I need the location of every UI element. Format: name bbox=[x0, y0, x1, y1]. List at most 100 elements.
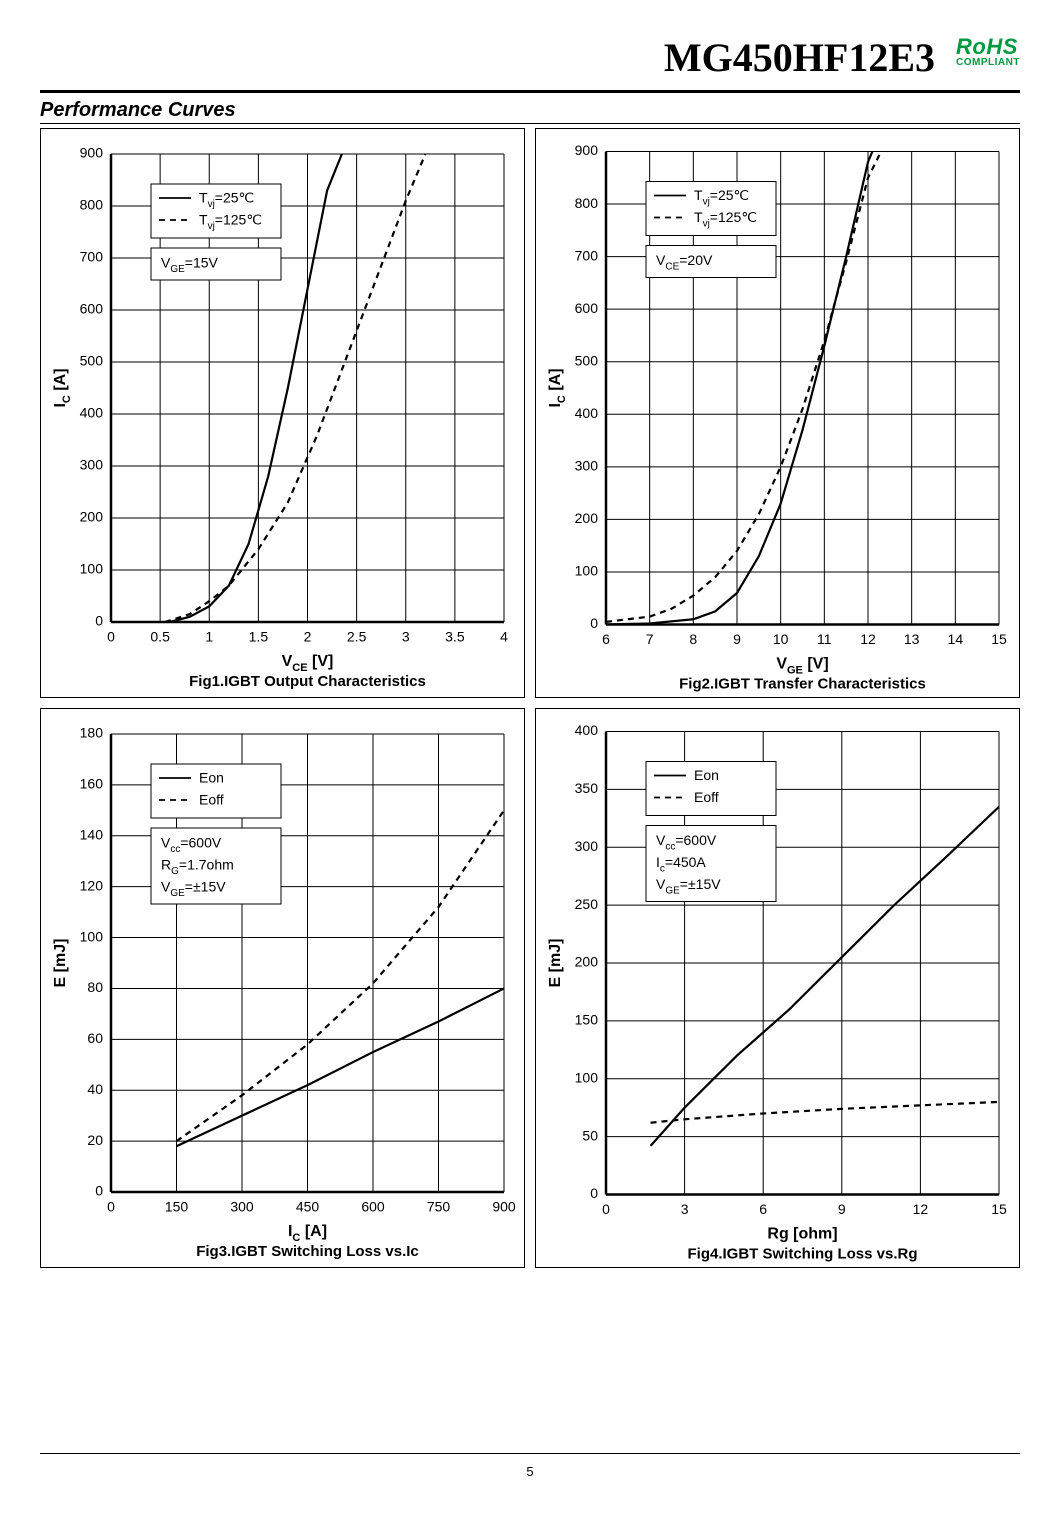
svg-text:Fig3.IGBT Switching Loss vs.Ic: Fig3.IGBT Switching Loss vs.Ic bbox=[196, 1243, 419, 1260]
svg-text:60: 60 bbox=[87, 1030, 103, 1046]
svg-text:4: 4 bbox=[500, 629, 508, 645]
rohs-compliant-text: COMPLIANT bbox=[956, 58, 1020, 68]
section-title: Performance Curves bbox=[40, 99, 1020, 124]
fig3-chart: 0 150 300 450 600 750 900 0 20 40 60 80 100 120 140 160… bbox=[41, 709, 524, 1267]
svg-text:700: 700 bbox=[80, 249, 104, 265]
svg-text:300: 300 bbox=[230, 1199, 254, 1215]
rohs-badge: RoHS COMPLIANT bbox=[956, 36, 1020, 68]
svg-text:Eoff: Eoff bbox=[199, 792, 224, 808]
svg-text:300: 300 bbox=[80, 457, 104, 473]
svg-text:VCE [V]: VCE [V] bbox=[282, 653, 334, 674]
fig4-chart: 03691215050100150200250300350400Rg [ohm]… bbox=[536, 709, 1019, 1267]
svg-text:11: 11 bbox=[817, 631, 832, 647]
svg-text:0: 0 bbox=[95, 1183, 103, 1199]
page-footer: 5 bbox=[40, 1453, 1020, 1479]
svg-text:800: 800 bbox=[80, 197, 104, 213]
svg-text:600: 600 bbox=[361, 1199, 385, 1215]
svg-text:20: 20 bbox=[87, 1132, 103, 1148]
svg-text:900: 900 bbox=[575, 142, 599, 158]
svg-text:E [mJ]: E [mJ] bbox=[52, 939, 69, 988]
svg-text:7: 7 bbox=[646, 631, 654, 647]
svg-text:Rg [ohm]: Rg [ohm] bbox=[767, 1226, 837, 1243]
svg-text:12: 12 bbox=[913, 1201, 929, 1217]
svg-text:100: 100 bbox=[80, 928, 104, 944]
svg-text:180: 180 bbox=[80, 725, 104, 741]
svg-text:Eon: Eon bbox=[694, 767, 719, 783]
svg-text:0: 0 bbox=[602, 1201, 610, 1217]
svg-text:2.5: 2.5 bbox=[347, 629, 367, 645]
svg-text:0.5: 0.5 bbox=[150, 629, 170, 645]
svg-text:Eoff: Eoff bbox=[694, 789, 719, 805]
svg-text:40: 40 bbox=[87, 1081, 103, 1097]
svg-text:10: 10 bbox=[773, 631, 789, 647]
svg-text:200: 200 bbox=[575, 510, 599, 526]
svg-text:1: 1 bbox=[205, 629, 213, 645]
svg-text:250: 250 bbox=[575, 896, 599, 912]
svg-text:Eon: Eon bbox=[199, 770, 224, 786]
svg-text:8: 8 bbox=[689, 631, 697, 647]
svg-text:200: 200 bbox=[80, 509, 104, 525]
svg-text:VGE [V]: VGE [V] bbox=[776, 656, 828, 677]
svg-text:400: 400 bbox=[80, 405, 104, 421]
svg-text:400: 400 bbox=[575, 722, 599, 738]
svg-text:3.5: 3.5 bbox=[445, 629, 465, 645]
svg-text:0: 0 bbox=[107, 629, 115, 645]
svg-text:15: 15 bbox=[991, 1201, 1007, 1217]
svg-text:9: 9 bbox=[838, 1201, 846, 1217]
svg-text:IC [A]: IC [A] bbox=[52, 368, 73, 407]
svg-text:50: 50 bbox=[582, 1127, 598, 1143]
svg-text:100: 100 bbox=[80, 561, 104, 577]
svg-text:900: 900 bbox=[492, 1199, 516, 1215]
svg-text:500: 500 bbox=[575, 352, 599, 368]
svg-text:IC [A]: IC [A] bbox=[288, 1223, 327, 1244]
svg-text:700: 700 bbox=[575, 247, 599, 263]
datasheet-page: MG450HF12E3 RoHS COMPLIANT Performance C… bbox=[0, 0, 1060, 1521]
svg-text:3: 3 bbox=[681, 1201, 689, 1217]
svg-text:450: 450 bbox=[296, 1199, 320, 1215]
svg-text:3: 3 bbox=[402, 629, 410, 645]
rohs-text: RoHS bbox=[956, 36, 1020, 58]
svg-text:6: 6 bbox=[759, 1201, 767, 1217]
fig1-chart: 0 0.5 1 1.5 2 2.5 3 3.5 4 0 100 200 300 400 500 600 700 8… bbox=[41, 129, 524, 697]
fig4-box: 03691215050100150200250300350400Rg [ohm]… bbox=[535, 708, 1020, 1268]
page-number: 5 bbox=[526, 1464, 533, 1479]
svg-text:500: 500 bbox=[80, 353, 104, 369]
svg-text:14: 14 bbox=[948, 631, 964, 647]
svg-text:160: 160 bbox=[80, 776, 104, 792]
svg-text:600: 600 bbox=[80, 301, 104, 317]
svg-text:150: 150 bbox=[575, 1012, 599, 1028]
fig2-box: 6789101112131415010020030040050060070080… bbox=[535, 128, 1020, 698]
part-number: MG450HF12E3 bbox=[664, 34, 935, 81]
svg-text:300: 300 bbox=[575, 838, 599, 854]
svg-text:2: 2 bbox=[304, 629, 312, 645]
svg-text:E [mJ]: E [mJ] bbox=[547, 939, 564, 988]
svg-text:Fig4.IGBT Switching Loss vs.Rg: Fig4.IGBT Switching Loss vs.Rg bbox=[687, 1245, 917, 1262]
fig1-box: 0 0.5 1 1.5 2 2.5 3 3.5 4 0 100 200 300 400 500 600 700 8… bbox=[40, 128, 525, 698]
svg-text:800: 800 bbox=[575, 195, 599, 211]
svg-text:13: 13 bbox=[904, 631, 920, 647]
svg-text:80: 80 bbox=[87, 979, 103, 995]
svg-text:120: 120 bbox=[80, 877, 104, 893]
fig3-box: 0 150 300 450 600 750 900 0 20 40 60 80 100 120 140 160… bbox=[40, 708, 525, 1268]
svg-text:0: 0 bbox=[95, 613, 103, 629]
svg-text:300: 300 bbox=[575, 458, 599, 474]
svg-text:Fig1.IGBT Output Characteristi: Fig1.IGBT Output Characteristics bbox=[189, 673, 426, 690]
fig2-chart: 6789101112131415010020030040050060070080… bbox=[536, 129, 1019, 697]
svg-text:140: 140 bbox=[80, 826, 104, 842]
page-header: MG450HF12E3 RoHS COMPLIANT bbox=[40, 30, 1020, 93]
svg-text:Fig2.IGBT Transfer Characteris: Fig2.IGBT Transfer Characteristics bbox=[679, 675, 926, 692]
svg-text:0: 0 bbox=[590, 1185, 598, 1201]
svg-text:6: 6 bbox=[602, 631, 610, 647]
svg-text:1.5: 1.5 bbox=[249, 629, 269, 645]
svg-text:IC [A]: IC [A] bbox=[547, 368, 568, 407]
svg-text:750: 750 bbox=[427, 1199, 451, 1215]
svg-text:200: 200 bbox=[575, 954, 599, 970]
svg-text:100: 100 bbox=[575, 1069, 599, 1085]
svg-text:9: 9 bbox=[733, 631, 741, 647]
svg-text:400: 400 bbox=[575, 405, 599, 421]
svg-text:12: 12 bbox=[860, 631, 876, 647]
svg-text:0: 0 bbox=[107, 1199, 115, 1215]
svg-text:150: 150 bbox=[165, 1199, 189, 1215]
svg-text:600: 600 bbox=[575, 300, 599, 316]
svg-text:15: 15 bbox=[991, 631, 1007, 647]
